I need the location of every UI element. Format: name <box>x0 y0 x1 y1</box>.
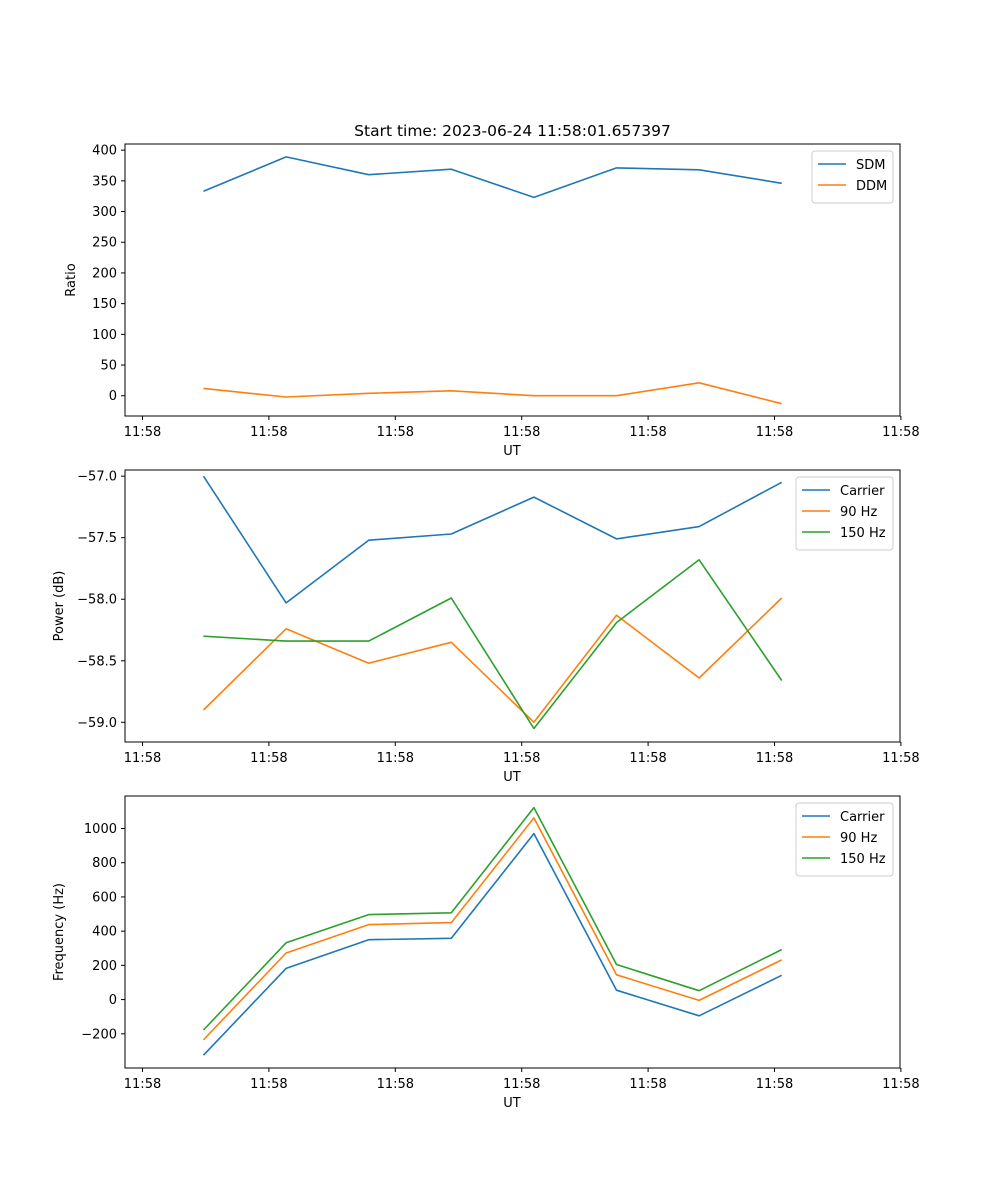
x-tick-label: 11:58 <box>882 751 919 766</box>
y-tick-label: −59.0 <box>77 716 117 731</box>
legend-label: Carrier <box>840 810 885 825</box>
legend-label: 90 Hz <box>840 831 877 846</box>
x-axis-label: UT <box>503 1096 521 1111</box>
x-axis-label: UT <box>503 770 521 785</box>
legend: Carrier 90 Hz 150 Hz <box>795 802 894 877</box>
y-tick-label: −57.0 <box>77 470 117 485</box>
y-tick-label: 600 <box>92 890 117 905</box>
x-tick-label: 11:58 <box>629 751 666 766</box>
plot-frame <box>124 469 901 743</box>
x-tick-label: 11:58 <box>756 425 793 440</box>
y-tick-label: 250 <box>92 236 117 251</box>
y-tick-label: 0 <box>109 389 117 404</box>
legend-label: 150 Hz <box>840 852 886 867</box>
x-tick-label: 11:58 <box>250 425 287 440</box>
legend-label: 150 Hz <box>840 526 886 541</box>
x-tick-label: 11:58 <box>882 425 919 440</box>
x-tick-label: 11:58 <box>756 751 793 766</box>
y-tick-label: −58.0 <box>77 593 117 608</box>
series-line-ddm <box>203 381 782 405</box>
legend-label: 90 Hz <box>840 505 877 520</box>
y-axis-label: Frequency (Hz) <box>52 883 67 981</box>
x-tick-label: 11:58 <box>756 1077 793 1092</box>
x-tick-label: 11:58 <box>503 751 540 766</box>
series-line-sdm <box>203 156 782 199</box>
x-tick-label: 11:58 <box>124 751 161 766</box>
legend-label: DDM <box>856 179 887 194</box>
y-tick-label: 350 <box>92 174 117 189</box>
figure-title: Start time: 2023-06-24 11:58:01.657397 <box>354 122 671 140</box>
y-tick-label: 0 <box>109 993 117 1008</box>
x-tick-label: 11:58 <box>503 425 540 440</box>
chart-panel-3: −200 0 200 400 600 800 1000 11:58 11:58 11:58 11:5… <box>52 795 920 1111</box>
x-axis-label: UT <box>503 444 521 459</box>
y-tick-label: 100 <box>92 328 117 343</box>
y-tick-label: 200 <box>92 959 117 974</box>
series-line-150-hz <box>202 806 783 1031</box>
legend: SDM DDM <box>811 150 894 204</box>
y-axis-label: Power (dB) <box>52 571 67 642</box>
y-tick-label: 200 <box>92 266 117 281</box>
y-tick-label: 300 <box>92 205 117 220</box>
y-tick-label: −58.5 <box>77 654 117 669</box>
y-tick-label: 150 <box>92 297 117 312</box>
y-tick-label: 1000 <box>84 822 117 837</box>
y-tick-label: 50 <box>100 359 117 374</box>
plot-frame <box>124 795 901 1069</box>
legend-label: Carrier <box>840 484 885 499</box>
legend: Carrier 90 Hz 150 Hz <box>795 476 894 551</box>
series-line-carrier <box>202 475 783 604</box>
x-tick-label: 11:58 <box>377 425 414 440</box>
series-line-carrier <box>202 832 783 1056</box>
x-tick-label: 11:58 <box>124 1077 161 1092</box>
x-tick-label: 11:58 <box>124 425 161 440</box>
x-tick-label: 11:58 <box>503 1077 540 1092</box>
x-tick-label: 11:58 <box>250 1077 287 1092</box>
series-line-90-hz <box>202 597 783 724</box>
y-tick-label: −200 <box>81 1027 117 1042</box>
chart-panel-2: −59.0 −58.5 −58.0 −57.5 −57.0 11:58 11:58 11:58… <box>52 469 920 785</box>
chart-panel-1: 0 50 100 150 200 250 300 350 400 11:58 11:58 11:58 1… <box>64 143 920 459</box>
x-tick-label: 11:58 <box>629 1077 666 1092</box>
legend-label: SDM <box>856 158 885 173</box>
x-tick-label: 11:58 <box>377 751 414 766</box>
y-tick-label: 400 <box>92 144 117 159</box>
x-tick-label: 11:58 <box>250 751 287 766</box>
x-tick-label: 11:58 <box>882 1077 919 1092</box>
y-tick-label: 800 <box>92 856 117 871</box>
series-line-90-hz <box>202 817 783 1041</box>
y-axis-label: Ratio <box>64 263 79 296</box>
x-tick-label: 11:58 <box>629 425 666 440</box>
series-line-150-hz <box>203 558 783 730</box>
y-tick-label: −57.5 <box>77 531 117 546</box>
y-tick-label: 400 <box>92 925 117 940</box>
x-tick-label: 11:58 <box>377 1077 414 1092</box>
plot-frame <box>124 143 901 417</box>
